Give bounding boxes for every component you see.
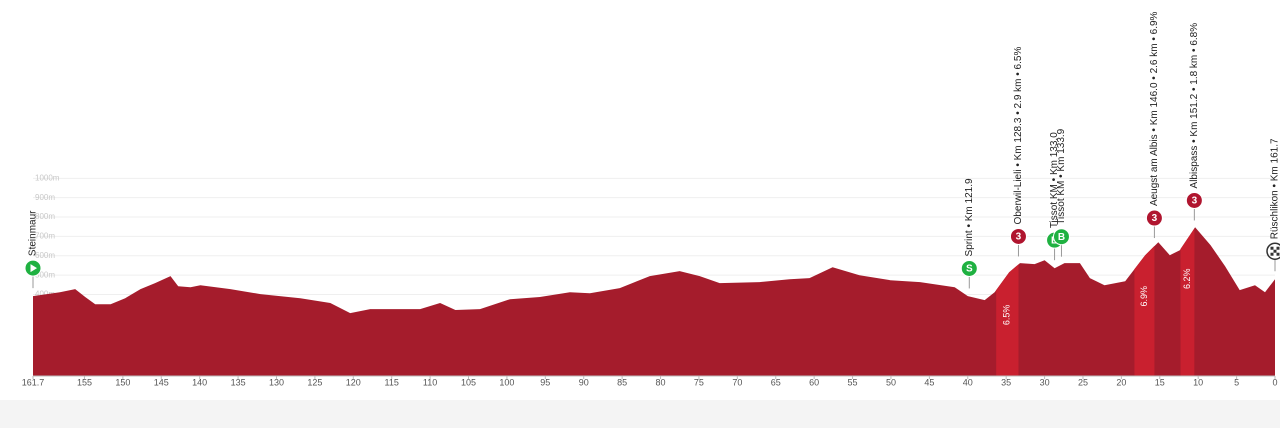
x-tick-label: 150 (115, 377, 130, 387)
waypoint-label: Steinmaur (28, 210, 39, 256)
x-tick-label: 35 (1001, 377, 1011, 387)
x-tick-label: 100 (499, 377, 514, 387)
footer-band (0, 400, 1280, 428)
waypoint-label: Rüschlikon • Km 161.7 (1270, 138, 1280, 239)
y-tick-label: 1000m (35, 173, 60, 182)
badge-icon (1009, 227, 1027, 245)
waypoint: Steinmaur (24, 210, 42, 289)
badge-letter: S (966, 264, 973, 275)
start-arrow (30, 264, 37, 273)
badge-letter: 3 (1192, 196, 1198, 207)
elevation-profile (33, 227, 1275, 376)
badge-letter: B (1058, 232, 1065, 243)
x-tick-label: 40 (963, 377, 973, 387)
y-tick-label: 500m (35, 270, 55, 279)
finish-check (1270, 246, 1274, 250)
x-tick-label: 70 (732, 377, 742, 387)
x-tick-label: 15 (1155, 377, 1165, 387)
x-tick-label: 0 (1272, 377, 1277, 387)
y-tick-label: 700m (35, 232, 55, 241)
x-tick-label: 145 (154, 377, 169, 387)
finish-check (1270, 252, 1274, 256)
badge-icon (1052, 228, 1070, 246)
x-tick-label: 85 (617, 377, 627, 387)
x-tick-label: 110 (423, 377, 437, 387)
x-tick-label: 30 (1040, 377, 1050, 387)
waypoint: 3 Oberwil-Lieli • Km 128.3 • 2.9 km • 6.5… (1009, 47, 1027, 257)
x-tick-label: 75 (694, 377, 704, 387)
waypoint-label: Albispass • Km 151.2 • 1.8 km • 6.8% (1189, 23, 1200, 189)
x-tick-label: 120 (346, 377, 361, 387)
x-tick-label: 115 (385, 377, 399, 387)
waypoint-label: Sprint • Km 121.9 (964, 178, 975, 256)
y-tick-label: 400m (35, 290, 55, 299)
x-tick-label: 5 (1234, 377, 1239, 387)
climb-segment (996, 264, 1019, 376)
climb-gradient-label: 6.2% (1182, 268, 1192, 289)
badge-letter: 3 (1016, 232, 1022, 243)
x-tick-label: 155 (77, 377, 92, 387)
badge-icon (1145, 209, 1163, 227)
x-tick-label: 45 (924, 377, 934, 387)
finish-check (1276, 246, 1280, 250)
waypoint-label: Tissot KM • Km 133.9 (1056, 128, 1067, 224)
stage-profile-chart: 100m200m300m400m500m600m700m800m900m1000… (22, 11, 1280, 387)
x-tick-label: 105 (461, 377, 476, 387)
waypoint-label: Aeugst am Albis • Km 146.0 • 2.6 km • 6.… (1149, 11, 1160, 206)
climb-gradient-label: 6.5% (1002, 305, 1012, 326)
badge-icon (1185, 191, 1203, 209)
x-tick-label: 130 (269, 377, 284, 387)
x-tick-label: 20 (1116, 377, 1126, 387)
waypoint: B Tissot KM • Km 133.9 (1052, 128, 1070, 257)
x-tick-label: 10 (1193, 377, 1203, 387)
x-tick-label: 65 (771, 377, 781, 387)
x-tick-label: 161.7 (22, 377, 45, 387)
x-tick-label: 50 (886, 377, 896, 387)
x-tick-label: 55 (848, 377, 858, 387)
x-tick-label: 95 (540, 377, 550, 387)
x-tick-label: 135 (231, 377, 246, 387)
x-tick-label: 140 (192, 377, 207, 387)
x-tick-label: 90 (579, 377, 589, 387)
badge-letter: 3 (1152, 213, 1158, 224)
waypoint: S Sprint • Km 121.9 (960, 178, 978, 289)
waypoint-label: Oberwil-Lieli • Km 128.3 • 2.9 km • 6.5% (1013, 47, 1024, 225)
finish-check (1273, 249, 1277, 253)
waypoint-label: Tissot KM • Km 133.0 (1049, 132, 1060, 228)
x-tick-label: 60 (809, 377, 819, 387)
x-tick-label: 25 (1078, 377, 1088, 387)
climb-gradient-label: 6.9% (1139, 286, 1149, 307)
climb-segment (1134, 246, 1155, 376)
y-tick-label: 600m (35, 251, 55, 260)
x-tick-label: 80 (656, 377, 666, 387)
badge-icon (960, 259, 978, 277)
waypoint: 3 Aeugst am Albis • Km 146.0 • 2.6 km • 6… (1145, 11, 1163, 239)
x-tick-label: 125 (307, 377, 322, 387)
finish-check (1276, 252, 1280, 256)
y-tick-label: 800m (35, 212, 55, 221)
climb-segment (1180, 228, 1195, 376)
waypoint: Rüschlikon • Km 161.7 (1266, 138, 1280, 272)
y-tick-label: 900m (35, 193, 55, 202)
waypoint: 3 Albispass • Km 151.2 • 1.8 km • 6.8% (1185, 23, 1203, 221)
